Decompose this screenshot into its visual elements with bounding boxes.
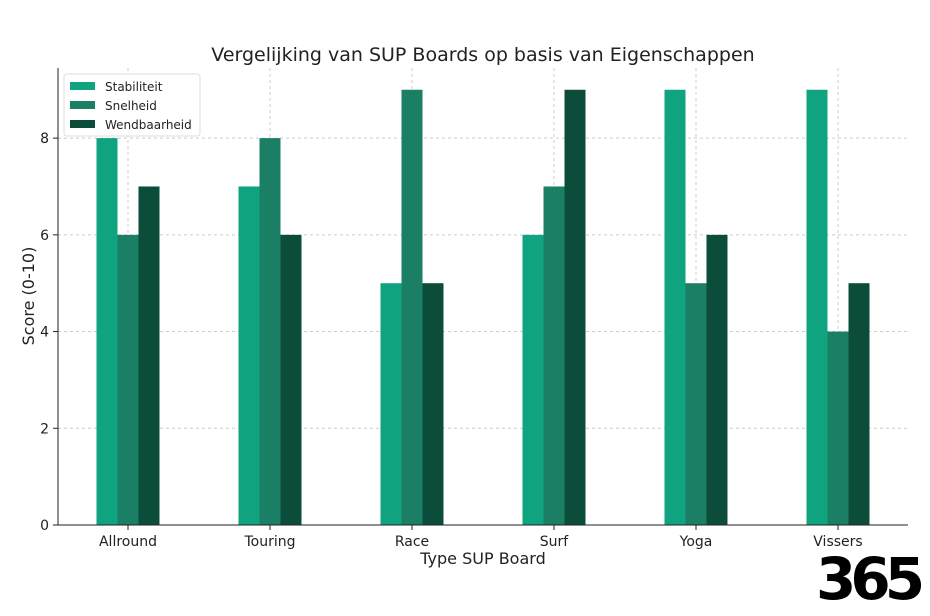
bar-wendbaarheid-race xyxy=(422,283,444,525)
y-tick-label: 0 xyxy=(40,518,49,534)
x-tick-label: Race xyxy=(395,534,429,550)
bar-snelheid-touring xyxy=(259,138,281,525)
bar-snelheid-allround xyxy=(117,234,139,526)
bar-stabiliteit-yoga xyxy=(664,89,686,525)
legend: Stabiliteit Snelheid Wendbaarheid xyxy=(63,73,201,137)
x-tick-label: Surf xyxy=(540,534,570,550)
chart-title: Vergelijking van SUP Boards op basis van… xyxy=(211,44,754,66)
legend-label: Stabiliteit xyxy=(105,80,163,94)
bar-wendbaarheid-yoga xyxy=(706,234,728,526)
legend-swatch xyxy=(70,101,95,109)
bar-snelheid-surf xyxy=(543,186,565,525)
bar-stabiliteit-allround xyxy=(96,138,118,525)
x-tick-label: Touring xyxy=(243,534,295,550)
y-tick-label: 8 xyxy=(40,131,49,147)
legend-label: Snelheid xyxy=(105,99,157,113)
bar-stabiliteit-race xyxy=(380,283,402,525)
legend-box xyxy=(63,73,201,137)
y-axis-label: Score (0-10) xyxy=(19,247,38,346)
legend-swatch xyxy=(70,120,95,128)
bar-stabiliteit-touring xyxy=(238,186,260,525)
bar-snelheid-race xyxy=(401,89,423,525)
bar-stabiliteit-vissers xyxy=(806,89,828,525)
x-tick-label: Yoga xyxy=(679,534,713,550)
bar-stabiliteit-surf xyxy=(522,234,544,526)
bar-wendbaarheid-surf xyxy=(564,89,586,525)
x-tick-label: Allround xyxy=(99,534,157,550)
x-tick-label: Vissers xyxy=(813,534,862,550)
y-tick-label: 6 xyxy=(40,228,49,244)
y-tick-label: 4 xyxy=(40,325,49,341)
bar-wendbaarheid-touring xyxy=(280,234,302,526)
legend-swatch xyxy=(70,82,95,90)
y-tick-label: 2 xyxy=(40,421,49,437)
legend-label: Wendbaarheid xyxy=(105,118,192,132)
bar-snelheid-yoga xyxy=(685,283,707,525)
x-axis-label: Type SUP Board xyxy=(419,549,545,568)
bar-wendbaarheid-allround xyxy=(138,186,160,525)
bar-wendbaarheid-vissers xyxy=(848,283,870,525)
bar-snelheid-vissers xyxy=(827,331,849,525)
logo-365: 365 xyxy=(816,545,925,613)
